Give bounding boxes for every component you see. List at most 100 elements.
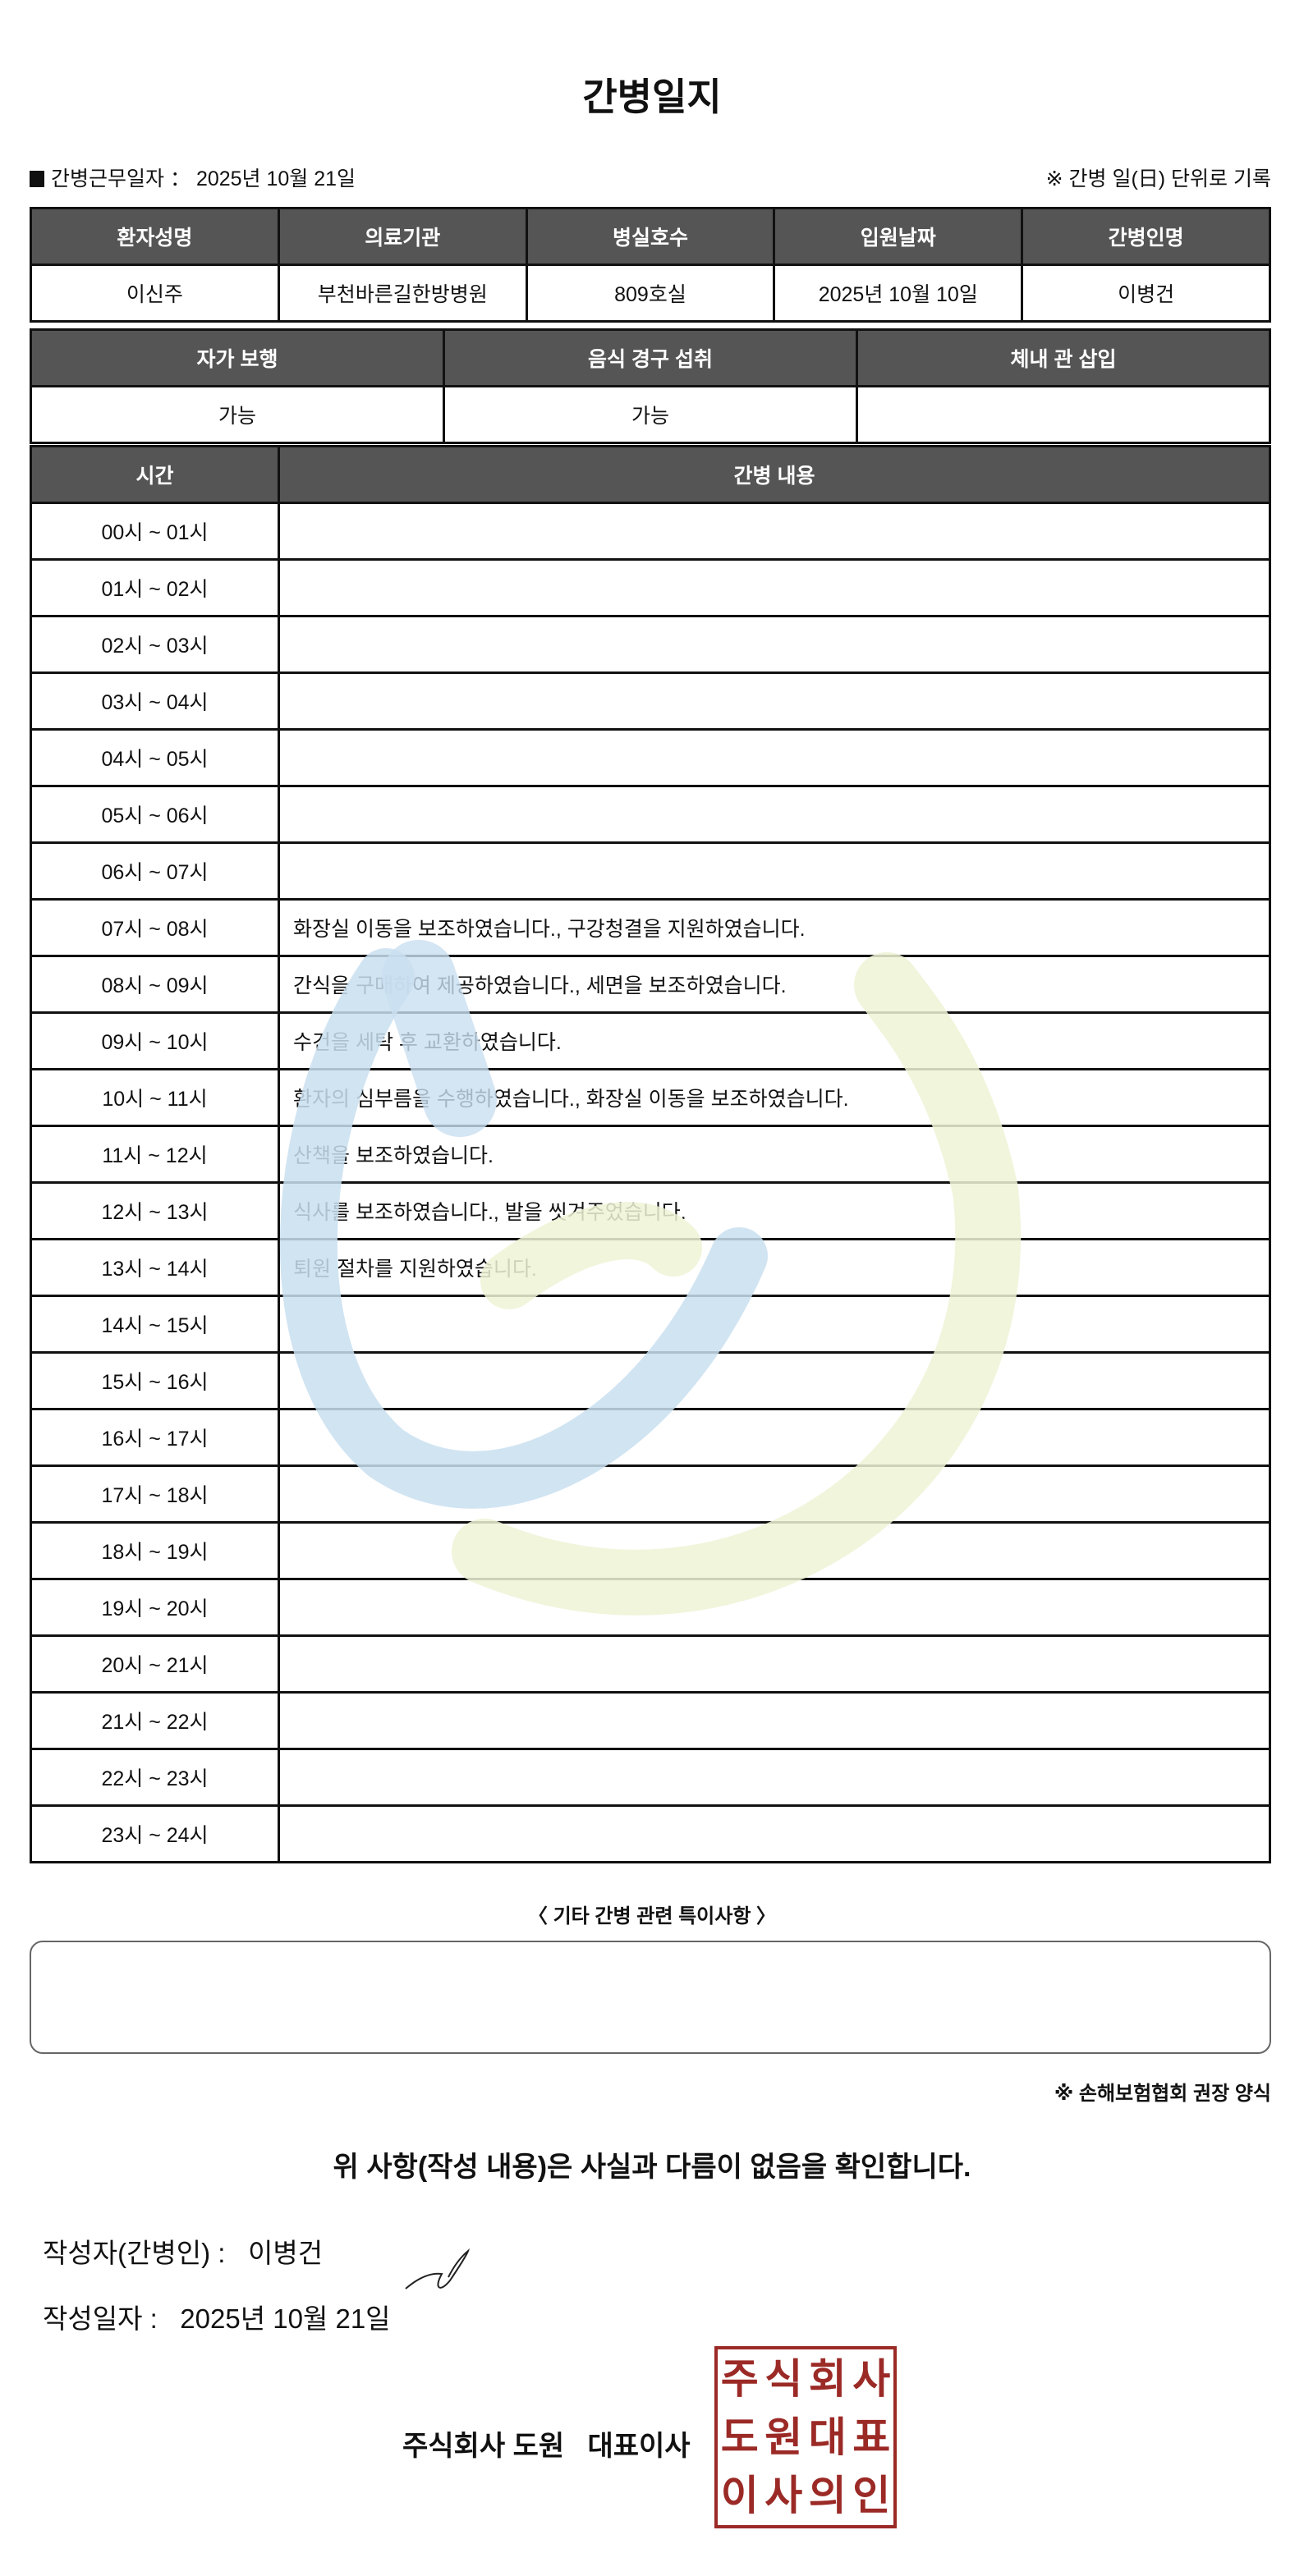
company-representative: 주식회사 도원 대표이사 [402,2431,691,2462]
table-row: 11시 ~ 12시 산책을 보조하였습니다. [30,1125,1271,1184]
table-row: 07시 ~ 08시 화장실 이동을 보조하였습니다., 구강청결을 지원하였습니다… [30,898,1271,957]
time-cell: 09시 ~ 10시 [30,1011,280,1070]
form-note: ※ 손해보험협회 권장 양식 [1054,2083,1271,2105]
record-note: ※ 간병 일(日) 단위로 기록 [1045,167,1271,190]
special-notes-title: 〈 기타 간병 관련 특이사항 〉 [527,1905,777,1927]
content-cell: 퇴원 절차를 지원하였습니다. [278,1238,1271,1297]
content-cell: 간식을 구매하여 제공하였습니다., 세면을 보조하였습니다. [278,955,1271,1014]
table-row: 18시 ~ 19시 [30,1521,1271,1580]
table-row: 09시 ~ 10시 수건을 세탁 후 교환하였습니다. [30,1011,1271,1070]
table-row: 05시 ~ 06시 [30,785,1271,844]
time-cell: 19시 ~ 20시 [30,1578,280,1637]
content-cell [278,728,1271,787]
header-cell: 음식 경구 섭취 [443,328,858,387]
stamp-character: 사 [852,2355,891,2402]
table-row: 22시 ~ 23시 [30,1748,1271,1807]
header-cell: 입원날짜 [773,207,1024,266]
content-cell [278,1578,1271,1637]
header-cell: 병실호수 [525,207,776,266]
stamp-character: 주 [720,2355,759,2402]
table-row: 16시 ~ 17시 [30,1408,1271,1467]
time-cell: 16시 ~ 17시 [30,1408,280,1467]
content-cell [278,1408,1271,1467]
time-cell: 04시 ~ 05시 [30,728,280,787]
table-row: 12시 ~ 13시 식사를 보조하였습니다., 발을 씻겨주었습니다. [30,1181,1271,1240]
work-date-value: 2025년 10월 21일 [195,167,356,190]
table-row: 01시 ~ 02시 [30,558,1271,617]
time-cell: 07시 ~ 08시 [30,898,280,957]
content-cell [278,672,1271,731]
time-cell: 08시 ~ 09시 [30,955,280,1014]
header-cell: 환자성명 [30,207,280,266]
stamp-character: 사 [764,2473,803,2519]
content-cell [278,1634,1271,1694]
time-cell: 15시 ~ 16시 [30,1351,280,1410]
time-cell: 22시 ~ 23시 [30,1748,280,1807]
time-cell: 03시 ~ 04시 [30,672,280,731]
stamp-character: 의 [808,2473,847,2519]
table-row: 02시 ~ 03시 [30,615,1271,674]
table-row: 19시 ~ 20시 [30,1578,1271,1637]
stamp-character: 대 [808,2413,847,2460]
table-row: 21시 ~ 22시 [30,1691,1271,1750]
content-cell [278,785,1271,844]
info-bar: 간병근무일자 ： 2025년 10월 21일 ※ 간병 일(日) 단위로 기록 [30,163,1271,192]
walking-status: 가능 [30,385,445,444]
content-cell [278,841,1271,901]
time-cell: 11시 ~ 12시 [30,1125,280,1184]
time-cell: 00시 ~ 01시 [30,502,280,561]
time-cell: 12시 ~ 13시 [30,1181,280,1240]
signature-image [405,2248,471,2290]
time-cell: 10시 ~ 11시 [30,1068,280,1127]
oral-intake-status: 가능 [443,385,858,444]
confirmation-statement: 위 사항(작성 내용)은 사실과 다름이 없음을 확인합니다. [333,2152,971,2183]
written-date-line: 작성일자 : 2025년 10월 21일 [43,2297,391,2336]
separator: ： [169,167,191,190]
time-cell: 21시 ~ 22시 [30,1691,280,1750]
table-row: 15시 ~ 16시 [30,1351,1271,1410]
content-cell: 산책을 보조하였습니다. [278,1125,1271,1184]
content-cell [278,1804,1271,1863]
stamp-character: 도 [720,2413,759,2460]
table-row: 20시 ~ 21시 [30,1634,1271,1694]
content-cell [278,502,1271,561]
time-cell: 14시 ~ 15시 [30,1295,280,1354]
room-number: 809호실 [525,264,776,323]
work-date: 간병근무일자 ： 2025년 10월 21일 [30,163,356,192]
admission-date: 2025년 10월 10일 [773,264,1024,323]
work-date-label: 간병근무일자 [51,167,165,190]
status-table: 자가 보행 음식 경구 섭취 체내 관 삽입 가능 가능 [30,328,1271,444]
special-notes-box [30,1941,1271,2054]
log-table: 시간 간병 내용 00시 ~ 01시 01시 ~ 02시 02시 ~ 03시 03시 … [30,445,1271,1863]
caregiver-name: 이병건 [1021,264,1271,323]
content-cell [278,558,1271,617]
stamp-character: 인 [852,2473,891,2519]
stamp-character: 회 [808,2355,847,2402]
time-cell: 17시 ~ 18시 [30,1464,280,1524]
square-bullet-icon [30,171,44,187]
content-cell [278,1464,1271,1524]
writer-name: 이병건 [248,2238,324,2268]
table-row: 14시 ~ 15시 [30,1295,1271,1354]
table-row: 06시 ~ 07시 [30,841,1271,901]
header-cell: 자가 보행 [30,328,445,387]
header-content: 간병 내용 [278,445,1271,504]
content-cell: 수건을 세탁 후 교환하였습니다. [278,1011,1271,1070]
written-date-value: 2025년 10월 21일 [180,2303,391,2334]
table-row: 23시 ~ 24시 [30,1804,1271,1863]
table-row: 04시 ~ 05시 [30,728,1271,787]
table-row: 08시 ~ 09시 간식을 구매하여 제공하였습니다., 세면을 보조하였습니다. [30,955,1271,1014]
table-row: 10시 ~ 11시 환자의 심부름을 수행하였습니다., 화장실 이동을 보조하였… [30,1068,1271,1127]
time-cell: 01시 ~ 02시 [30,558,280,617]
header-cell: 체내 관 삽입 [856,328,1271,387]
content-cell: 식사를 보조하였습니다., 발을 씻겨주었습니다. [278,1181,1271,1240]
content-cell [278,1295,1271,1354]
written-date-label: 작성일자 : [43,2303,158,2334]
time-cell: 05시 ~ 06시 [30,785,280,844]
header-cell: 의료기관 [277,207,528,266]
content-cell [278,1748,1271,1807]
time-cell: 23시 ~ 24시 [30,1804,280,1863]
time-cell: 06시 ~ 07시 [30,841,280,901]
table-row: 13시 ~ 14시 퇴원 절차를 지원하였습니다. [30,1238,1271,1297]
content-cell: 환자의 심부름을 수행하였습니다., 화장실 이동을 보조하였습니다. [278,1068,1271,1127]
